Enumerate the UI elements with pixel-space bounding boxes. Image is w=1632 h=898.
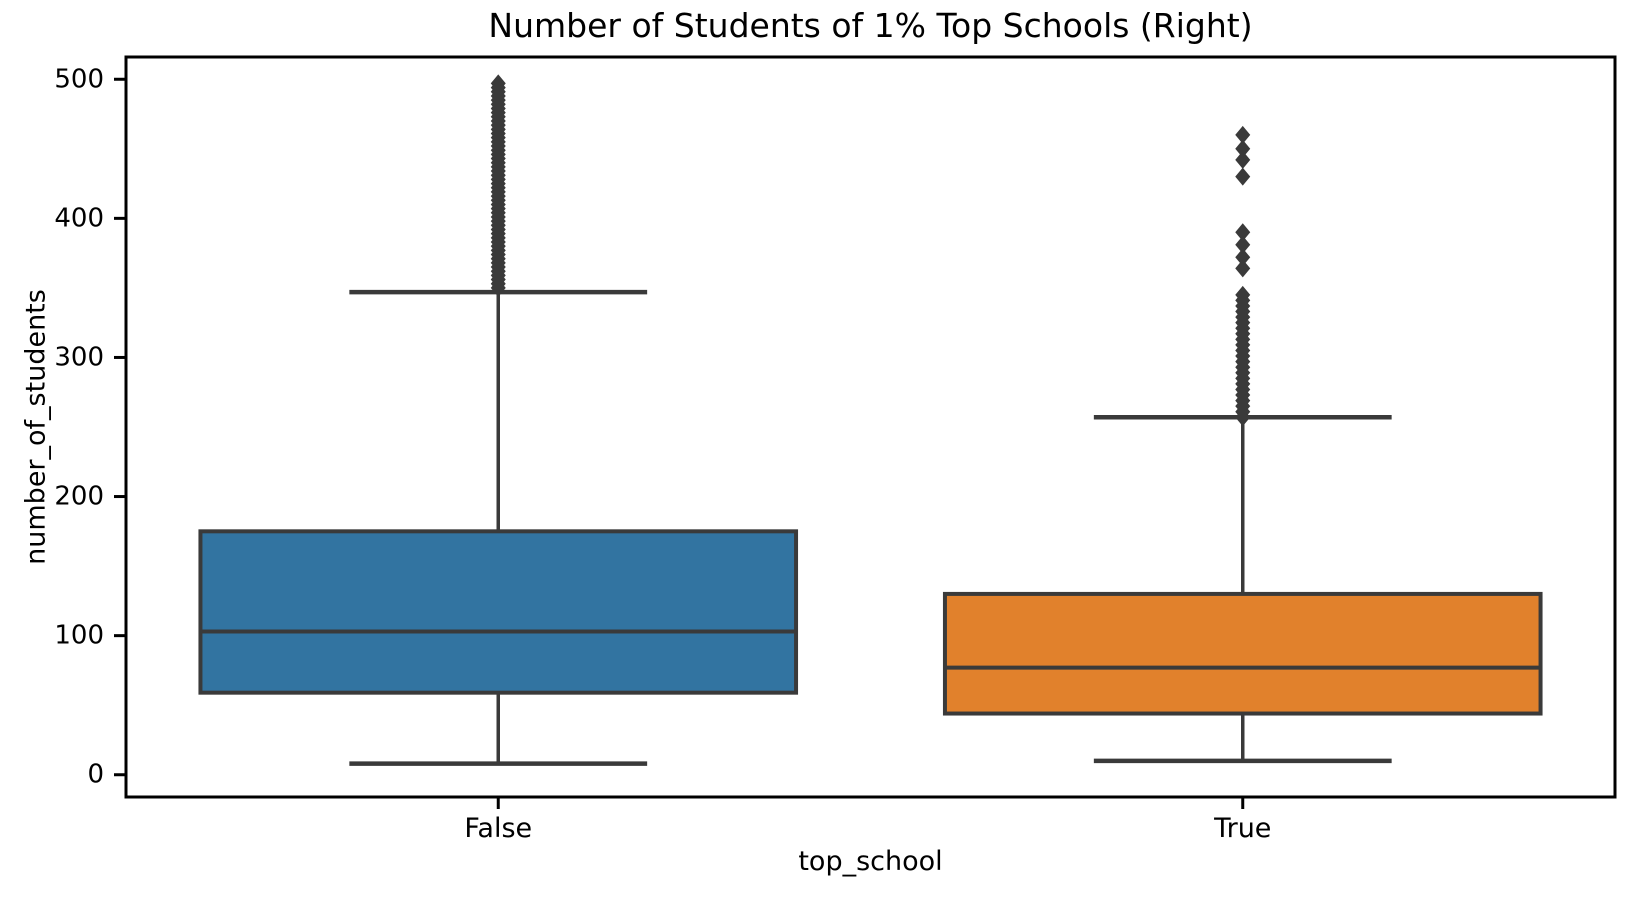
x-axis-label: top_school bbox=[798, 846, 943, 877]
outlier-diamond bbox=[1235, 285, 1251, 304]
outlier-diamond bbox=[1235, 248, 1251, 267]
y-tick-label: 0 bbox=[87, 760, 104, 790]
outlier-diamond bbox=[1235, 235, 1251, 254]
y-tick-label: 400 bbox=[54, 203, 104, 233]
outlier-diamond bbox=[1235, 139, 1251, 158]
outlier-diamond bbox=[1235, 167, 1251, 186]
box-false bbox=[198, 529, 799, 695]
outlier-diamond bbox=[1235, 223, 1251, 242]
plot-border bbox=[124, 55, 1617, 799]
outlier-diamond bbox=[1235, 125, 1251, 144]
outlier-diamond bbox=[1235, 150, 1251, 169]
chart-title: Number of Students of 1% Top Schools (Ri… bbox=[488, 6, 1253, 45]
y-tick-label: 500 bbox=[54, 64, 104, 94]
y-tick-label: 100 bbox=[54, 621, 104, 651]
box-true bbox=[942, 591, 1543, 716]
outlier-diamond bbox=[1235, 259, 1251, 278]
y-tick-label: 300 bbox=[54, 342, 104, 372]
outlier-diamond bbox=[490, 74, 506, 93]
y-tick-label: 200 bbox=[54, 482, 104, 512]
x-tick-label: False bbox=[464, 813, 532, 844]
x-tick-label: True bbox=[1213, 813, 1271, 844]
